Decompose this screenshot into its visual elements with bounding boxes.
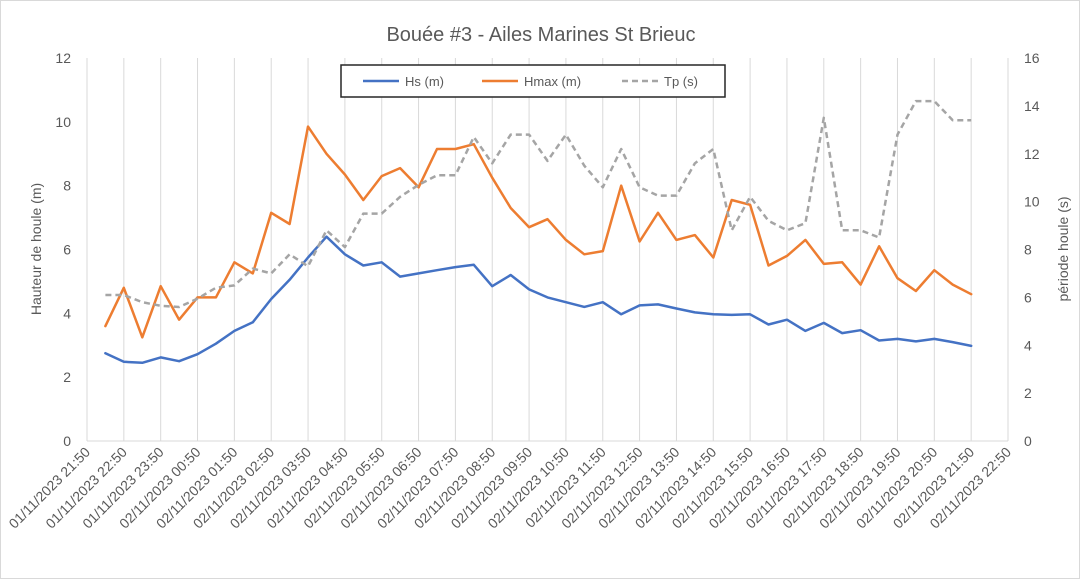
series-line-0 — [104, 235, 973, 365]
y-axis-right-title: période houle (s) — [1055, 196, 1071, 301]
y-tick-label: 8 — [63, 178, 71, 194]
y-tick-label: 2 — [63, 369, 71, 385]
y2-tick-label: 14 — [1024, 98, 1040, 114]
y2-tick-label: 2 — [1024, 385, 1032, 401]
series-lines — [104, 99, 973, 365]
legend-label: Hs (m) — [405, 74, 444, 89]
y-tick-label: 4 — [63, 305, 71, 321]
chart-title: Bouée #3 - Ailes Marines St Brieuc — [386, 24, 695, 46]
series-line-2 — [105, 99, 972, 309]
series-line-1 — [104, 125, 973, 339]
y-axis-left-ticks: 0 2 4 6 8 10 12 — [55, 50, 71, 449]
y-axis-left-title: Hauteur de houle (m) — [28, 183, 44, 315]
legend-box — [340, 64, 726, 98]
y2-tick-label: 12 — [1024, 146, 1040, 162]
y-tick-label: 12 — [55, 50, 71, 66]
y2-tick-label: 16 — [1024, 50, 1040, 66]
y-tick-label: 6 — [63, 242, 71, 258]
gridlines — [86, 58, 1009, 442]
y-axis-right-ticks: 0 2 4 6 8 10 12 14 16 — [1024, 50, 1040, 449]
legend-label: Hmax (m) — [524, 74, 581, 89]
y2-tick-label: 4 — [1024, 337, 1032, 353]
y2-tick-label: 8 — [1024, 242, 1032, 258]
legend: Hs (m) Hmax (m) Tp (s) — [340, 64, 726, 98]
y-tick-label: 10 — [55, 114, 71, 130]
legend-label: Tp (s) — [664, 74, 698, 89]
y2-tick-label: 6 — [1024, 289, 1032, 305]
y2-tick-label: 0 — [1024, 433, 1032, 449]
y-tick-label: 0 — [63, 433, 71, 449]
y2-tick-label: 10 — [1024, 194, 1040, 210]
